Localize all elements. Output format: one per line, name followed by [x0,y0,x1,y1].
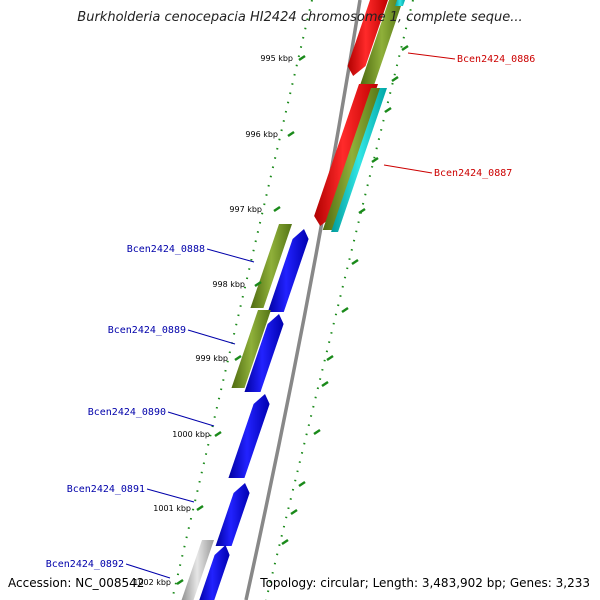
reverse-gene-label: Bcen2424_0891 [67,484,145,495]
reverse-gene-leader [125,563,171,579]
tick-label: 997 kbp [229,205,262,214]
reverse-gene-label: Bcen2424_0892 [46,559,124,570]
forward-gene-label: Bcen2424_0887 [434,168,512,179]
reverse-gene-leader [206,248,255,263]
tick-label: 1002 kbp [133,578,171,587]
cog-feature [360,0,403,84]
reverse-gene-label: Bcen2424_0890 [88,407,166,418]
reverse-gene-leader [167,411,215,427]
forward-gene-leader [383,164,433,174]
outer-tick [391,75,399,83]
gc-feature [331,88,387,232]
topology-label: Topology: [260,576,317,590]
topology-value: circular [320,576,365,590]
reverse-gene-leader [146,488,195,503]
gene-labels: Bcen2424_0886 Bcen2424_0887 Bcen2424_0888 B… [46,52,535,579]
outer-tick [351,258,359,266]
outer-tick [313,428,321,436]
outer-tick [384,106,392,114]
tick-mark [273,205,281,213]
outer-tick [290,508,298,516]
gray-feature [181,540,214,600]
accession-label: Accession: [8,576,72,590]
map-title: Burkholderia cenocepacia HI2424 chromoso… [77,10,523,25]
reverse-cds [228,394,270,478]
outer-tick [281,538,289,546]
outer-tick [371,156,379,164]
cog-feature [231,310,271,388]
reverse-cds [267,229,309,312]
tick-label: 1001 kbp [153,504,191,513]
tick-mark [254,280,262,288]
genes-value: 3,233 [555,576,590,590]
reverse-gene-label: Bcen2424_0888 [127,244,205,255]
genome-backbone [244,0,362,600]
reverse-gene-leader [187,329,236,345]
dotted-guide-lines [171,0,414,600]
forward-gene-leader [407,52,456,60]
tick-label: 1000 kbp [172,430,210,439]
tick-label: 996 kbp [245,130,278,139]
length-label: Length: [372,576,419,590]
genes-label: Genes: [509,576,552,590]
outer-tick [326,354,334,362]
accession-value: NC_008542 [75,576,145,590]
feature-tracks [181,0,405,600]
forward-cds [347,0,388,76]
reverse-cds [244,314,284,392]
backbone-layer [244,0,362,600]
outer-tick [298,480,306,488]
tick-mark [287,130,295,138]
outer-tick [401,44,409,52]
inner-guide-line [171,0,313,600]
tick-label: 995 kbp [260,54,293,63]
forward-gene-label: Bcen2424_0886 [457,54,535,65]
reverse-cds [199,545,230,600]
length-value: 3,483,902 bp [421,576,502,590]
outer-tick [321,380,329,388]
tick-label: 999 kbp [195,354,228,363]
reverse-cds [215,483,250,546]
outer-tick [358,207,366,215]
tick-mark [298,54,306,62]
cog-feature [322,88,381,230]
tick-mark [196,504,204,512]
outer-guide-line [265,0,414,600]
reverse-gene-label: Bcen2424_0889 [108,325,186,336]
tick-mark [176,578,184,586]
tick-mark [214,430,222,438]
tick-mark [234,354,242,362]
outer-tick [341,306,349,314]
tick-marks: 995 kbp 996 kbp 997 kbp 998 kbp 999 kbp 1000 … [133,44,409,587]
tick-label: 998 kbp [212,280,245,289]
genome-summary: Topology: circular; Length: 3,483,902 bp… [260,576,590,590]
accession-info: Accession: NC_008542 [8,576,144,590]
gc-feature [394,0,405,6]
cog-feature [250,224,292,308]
